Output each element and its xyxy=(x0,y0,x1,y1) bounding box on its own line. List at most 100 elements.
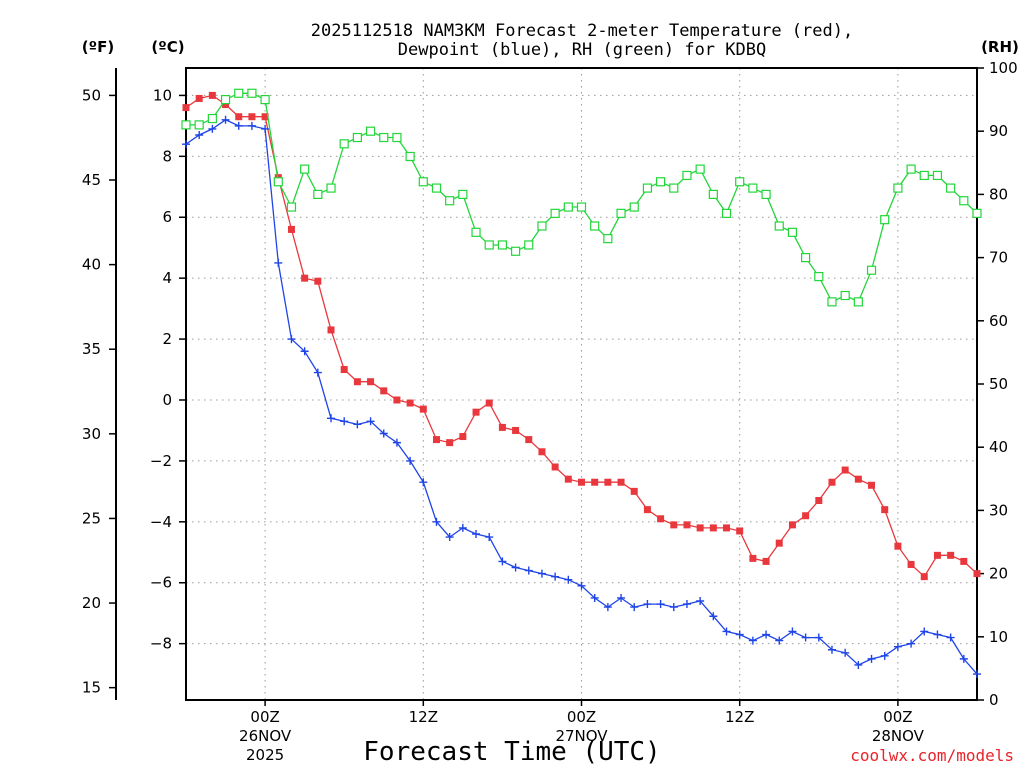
dewpoint-point xyxy=(893,642,902,651)
rh-point xyxy=(866,265,877,275)
dewpoint-point xyxy=(775,636,784,645)
2-meter-temperature-point xyxy=(920,573,928,581)
celsius-tick-label: −6 xyxy=(150,574,172,592)
celsius-tick-label: 8 xyxy=(162,147,172,165)
rh-point xyxy=(959,196,969,206)
rh-tick-label: 60 xyxy=(989,312,1008,330)
dewpoint-point xyxy=(195,131,204,140)
rh-point xyxy=(405,151,415,162)
dewpoint-point xyxy=(300,347,309,356)
2-meter-temperature-point xyxy=(301,274,309,282)
dewpoint-point xyxy=(524,566,533,575)
dewpoint-point xyxy=(735,630,744,639)
2-meter-temperature-point xyxy=(472,408,480,416)
2-meter-temperature-point xyxy=(881,506,889,514)
rh-point xyxy=(946,183,956,193)
x-axis-label: Forecast Time (UTC) xyxy=(363,737,660,767)
dewpoint-point xyxy=(880,651,889,660)
rh-point xyxy=(590,221,600,231)
rh-point xyxy=(880,215,890,225)
dewpoint-point xyxy=(327,414,336,423)
dewpoint-point xyxy=(617,593,626,602)
2-meter-temperature-point xyxy=(406,399,414,407)
rh-point xyxy=(339,139,349,149)
rh-unit-label: (RH) xyxy=(981,38,1019,56)
2-meter-temperature-point xyxy=(762,557,770,565)
celsius-tick-label: 4 xyxy=(162,269,172,287)
2-meter-temperature-point xyxy=(525,436,533,444)
dewpoint-point xyxy=(287,335,296,344)
rh-point xyxy=(220,94,231,105)
fahrenheit-tick-label: 30 xyxy=(82,425,101,443)
dewpoint-point xyxy=(472,530,481,539)
rh-tick-label: 100 xyxy=(989,59,1018,77)
fahrenheit-tick-label: 45 xyxy=(82,171,101,189)
rh-point xyxy=(563,202,573,212)
dewpoint-point xyxy=(748,636,757,645)
2-meter-temperature-point xyxy=(432,436,440,444)
dewpoint-point xyxy=(959,654,968,663)
2-meter-temperature-point xyxy=(314,277,322,285)
2-meter-temperature-point xyxy=(512,426,520,434)
rh-point xyxy=(827,297,837,307)
celsius-tick-label: −8 xyxy=(150,635,172,653)
dewpoint-point xyxy=(511,563,520,572)
rh-point xyxy=(787,227,798,237)
dewpoint-point xyxy=(696,597,705,606)
2-meter-temperature-point xyxy=(907,560,915,568)
rh-point xyxy=(286,202,297,212)
rh-point xyxy=(181,120,191,130)
dewpoint-point xyxy=(445,533,454,542)
dewpoint-point xyxy=(827,645,836,654)
credit-link[interactable]: coolwx.com/models xyxy=(850,746,1014,765)
rh-point xyxy=(655,177,666,187)
2-meter-temperature-point xyxy=(485,399,493,407)
rh-tick-label: 20 xyxy=(989,565,1008,583)
rh-point xyxy=(721,208,732,218)
rh-point xyxy=(537,221,547,231)
dewpoint-point xyxy=(406,456,415,465)
rh-point xyxy=(748,183,758,193)
celsius-unit-label: (ºC) xyxy=(151,38,184,56)
2-meter-temperature-point xyxy=(222,101,230,109)
rh-point xyxy=(273,177,283,187)
rh-point xyxy=(761,189,771,199)
fahrenheit-tick-label: 35 xyxy=(82,340,101,358)
dewpoint-point xyxy=(841,648,850,657)
rh-tick-label: 80 xyxy=(989,185,1008,203)
x-tick-label: 00Z xyxy=(567,708,596,726)
2-meter-temperature-point xyxy=(960,557,968,565)
fahrenheit-tick-label: 50 xyxy=(82,86,101,104)
dewpoint-point xyxy=(432,517,441,526)
dewpoint-point xyxy=(485,533,494,542)
rh-point xyxy=(603,234,613,244)
2-meter-temperature-point xyxy=(367,378,375,386)
2-meter-temperature-point xyxy=(775,539,783,547)
dewpoint-point xyxy=(867,654,876,663)
gridlines xyxy=(186,68,977,700)
rh-point xyxy=(629,202,639,212)
2-meter-temperature-point xyxy=(604,478,612,486)
rh-point xyxy=(972,208,982,218)
rh-point xyxy=(445,196,455,206)
2-meter-temperature-point xyxy=(868,481,876,489)
rh-point xyxy=(642,183,653,193)
rh-point xyxy=(853,297,863,307)
x-tick-label: 00Z xyxy=(883,708,912,726)
fahrenheit-unit-label: (ºF) xyxy=(82,38,114,56)
plot-frame xyxy=(185,67,978,701)
x-tick-label: 26NOV xyxy=(239,727,292,745)
dewpoint-point xyxy=(274,258,283,267)
rh-point xyxy=(326,183,336,193)
rh-tick-label: 40 xyxy=(989,438,1008,456)
2-meter-temperature-point xyxy=(841,466,849,474)
dewpoint-point xyxy=(392,438,401,447)
dewpoint-point xyxy=(419,478,428,487)
rh-point xyxy=(550,208,560,218)
dewpoint-point xyxy=(722,627,731,636)
dewpoint-point xyxy=(630,603,639,612)
rh-tick-label: 10 xyxy=(989,628,1008,646)
2-meter-temperature-point xyxy=(353,378,361,386)
dewpoint-point xyxy=(379,429,388,438)
